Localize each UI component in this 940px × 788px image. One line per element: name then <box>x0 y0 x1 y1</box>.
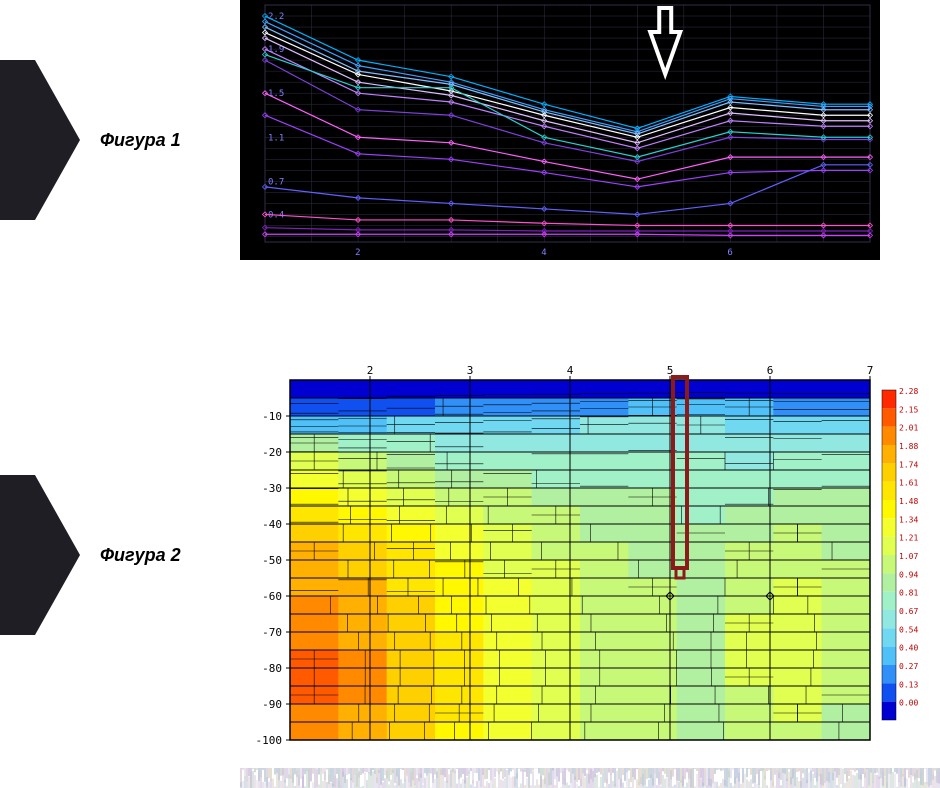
chevron-icon <box>0 60 80 220</box>
svg-text:2: 2 <box>367 364 374 377</box>
svg-text:2.01: 2.01 <box>899 424 918 433</box>
svg-text:-80: -80 <box>262 662 282 675</box>
svg-text:-40: -40 <box>262 518 282 531</box>
svg-text:3: 3 <box>467 364 474 377</box>
svg-text:0.94: 0.94 <box>899 570 918 579</box>
svg-text:6: 6 <box>727 248 732 258</box>
svg-text:-90: -90 <box>262 698 282 711</box>
figure-1-chart: 0.40.71.11.51.92.2246 <box>240 0 880 260</box>
chevron-icon <box>0 475 80 635</box>
svg-text:-20: -20 <box>262 446 282 459</box>
figure-2-chart: 234567-10-20-30-40-50-60-70-80-90-1002.2… <box>240 360 940 750</box>
svg-text:0.7: 0.7 <box>268 177 284 187</box>
svg-text:0.67: 0.67 <box>899 607 918 616</box>
svg-text:1.48: 1.48 <box>899 497 918 506</box>
svg-text:1.07: 1.07 <box>899 552 918 561</box>
svg-text:0.13: 0.13 <box>899 680 918 689</box>
svg-text:1.34: 1.34 <box>899 515 918 524</box>
svg-text:2.15: 2.15 <box>899 405 918 414</box>
svg-text:0.81: 0.81 <box>899 589 918 598</box>
svg-text:0.00: 0.00 <box>899 699 918 708</box>
svg-text:-100: -100 <box>256 734 283 747</box>
svg-text:1.1: 1.1 <box>268 133 284 143</box>
figure-2-header: Фигура 2 <box>0 475 181 635</box>
svg-text:0.27: 0.27 <box>899 662 918 671</box>
svg-text:1.74: 1.74 <box>899 460 918 469</box>
svg-text:-30: -30 <box>262 482 282 495</box>
svg-text:0.40: 0.40 <box>899 644 918 653</box>
svg-text:1.61: 1.61 <box>899 479 918 488</box>
figure-2-label: Фигура 2 <box>100 545 181 566</box>
figure-1-label: Фигура 1 <box>100 130 181 151</box>
svg-text:6: 6 <box>767 364 774 377</box>
svg-text:-50: -50 <box>262 554 282 567</box>
svg-text:1.88: 1.88 <box>899 442 918 451</box>
svg-text:1.5: 1.5 <box>268 89 284 99</box>
svg-text:-60: -60 <box>262 590 282 603</box>
svg-text:2.28: 2.28 <box>899 387 918 396</box>
svg-text:-10: -10 <box>262 410 282 423</box>
svg-text:2.2: 2.2 <box>268 12 284 22</box>
svg-text:0.54: 0.54 <box>899 625 918 634</box>
noise-decoration <box>240 768 940 788</box>
figure-1-header: Фигура 1 <box>0 60 181 220</box>
svg-text:7: 7 <box>867 364 874 377</box>
svg-text:1.21: 1.21 <box>899 534 918 543</box>
svg-text:4: 4 <box>541 248 546 258</box>
svg-text:4: 4 <box>567 364 574 377</box>
svg-text:-70: -70 <box>262 626 282 639</box>
svg-text:2: 2 <box>355 248 360 258</box>
